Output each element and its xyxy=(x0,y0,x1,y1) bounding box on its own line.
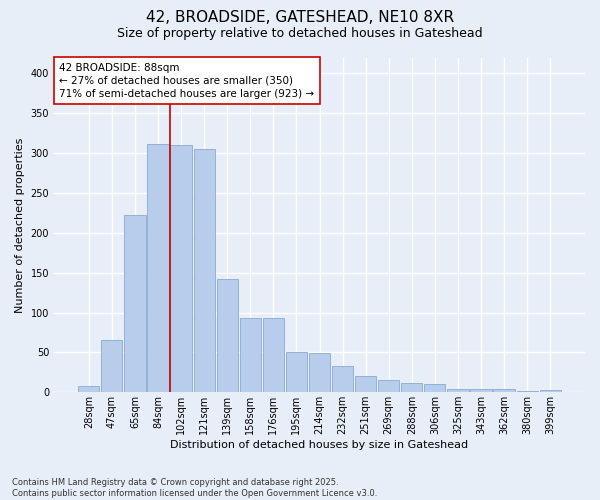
Text: Contains HM Land Registry data © Crown copyright and database right 2025.
Contai: Contains HM Land Registry data © Crown c… xyxy=(12,478,377,498)
Text: 42, BROADSIDE, GATESHEAD, NE10 8XR: 42, BROADSIDE, GATESHEAD, NE10 8XR xyxy=(146,10,454,25)
Bar xyxy=(493,389,515,392)
Text: Size of property relative to detached houses in Gateshead: Size of property relative to detached ho… xyxy=(117,28,483,40)
Bar xyxy=(239,318,261,392)
Bar xyxy=(424,384,445,392)
Bar xyxy=(378,380,400,392)
Bar xyxy=(78,386,100,392)
Bar xyxy=(194,149,215,392)
Bar xyxy=(355,376,376,392)
Bar xyxy=(124,216,146,392)
Bar xyxy=(448,389,469,392)
Bar xyxy=(217,279,238,392)
Bar xyxy=(470,389,491,392)
Bar xyxy=(263,318,284,392)
Bar xyxy=(101,340,122,392)
Y-axis label: Number of detached properties: Number of detached properties xyxy=(15,137,25,312)
Bar xyxy=(309,353,330,393)
Bar xyxy=(170,145,191,392)
Bar xyxy=(539,390,561,392)
Bar xyxy=(148,144,169,392)
Text: 42 BROADSIDE: 88sqm
← 27% of detached houses are smaller (350)
71% of semi-detac: 42 BROADSIDE: 88sqm ← 27% of detached ho… xyxy=(59,62,314,99)
Bar xyxy=(332,366,353,392)
X-axis label: Distribution of detached houses by size in Gateshead: Distribution of detached houses by size … xyxy=(170,440,469,450)
Bar xyxy=(286,352,307,393)
Bar xyxy=(401,382,422,392)
